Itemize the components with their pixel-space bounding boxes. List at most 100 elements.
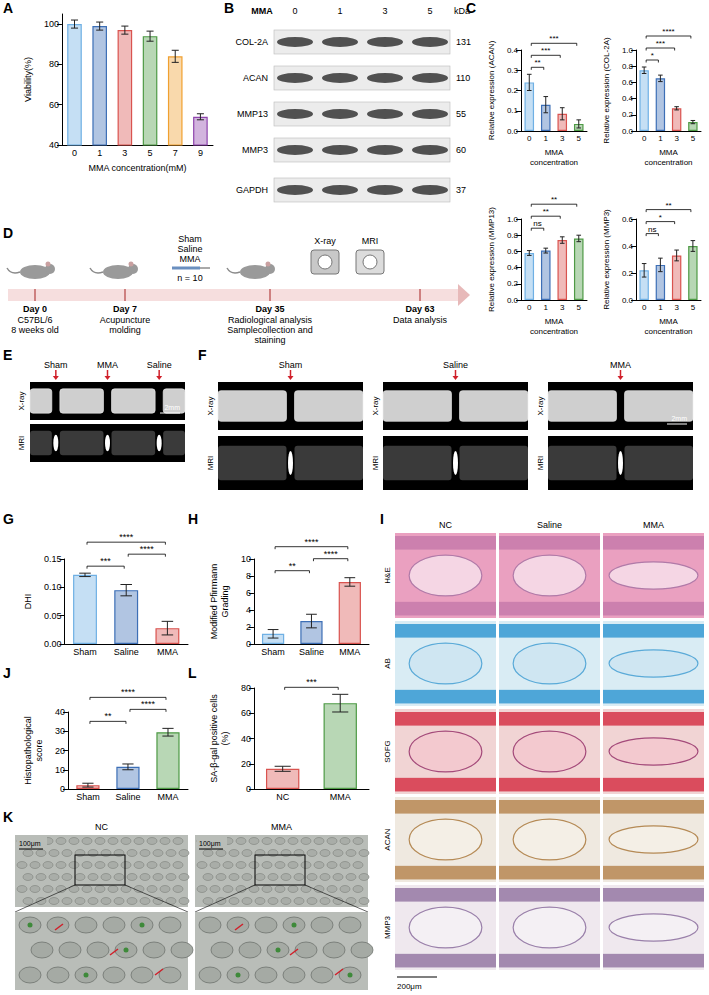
svg-text:40: 40 (49, 140, 59, 150)
svg-text:0.6: 0.6 (507, 247, 519, 256)
svg-text:Relative expression (ACAN): Relative expression (ACAN) (487, 40, 496, 140)
svg-text:2mm: 2mm (671, 415, 687, 422)
svg-text:110: 110 (456, 73, 470, 83)
svg-text:NC: NC (276, 792, 289, 802)
svg-text:5: 5 (577, 303, 582, 312)
svg-text:9: 9 (198, 148, 203, 158)
svg-text:Data analysis: Data analysis (393, 315, 448, 325)
svg-text:molding: molding (109, 325, 141, 335)
svg-text:(%): (%) (220, 732, 230, 746)
svg-text:MMA: MMA (545, 317, 564, 326)
svg-text:ACAN: ACAN (383, 828, 392, 850)
svg-text:****: **** (304, 537, 319, 547)
svg-text:0: 0 (60, 784, 65, 794)
svg-text:***: *** (656, 39, 665, 48)
svg-text:MMA: MMA (97, 360, 118, 370)
svg-text:Relative expression (MMP13): Relative expression (MMP13) (487, 207, 496, 312)
svg-text:Samplecollection and: Samplecollection and (227, 325, 313, 335)
svg-text:**: ** (289, 561, 297, 571)
svg-text:MRI: MRI (536, 456, 545, 471)
svg-text:X-ray: X-ray (206, 396, 215, 415)
svg-text:0.2: 0.2 (622, 110, 634, 119)
svg-text:4: 4 (246, 605, 251, 615)
svg-text:A: A (3, 0, 13, 16)
svg-text:0.0: 0.0 (622, 127, 634, 136)
svg-text:0: 0 (246, 639, 251, 649)
svg-text:Sham: Sham (279, 360, 303, 370)
svg-text:0.0: 0.0 (622, 296, 634, 305)
svg-text:0.6: 0.6 (622, 78, 634, 87)
svg-text:ACAN: ACAN (243, 73, 268, 83)
svg-text:MMA: MMA (610, 360, 631, 370)
svg-text:D: D (3, 225, 13, 241)
svg-text:Day 0: Day 0 (23, 304, 47, 314)
svg-text:MMA: MMA (251, 6, 273, 16)
svg-text:1: 1 (97, 148, 102, 158)
svg-text:0.8: 0.8 (507, 231, 519, 240)
svg-text:0.05: 0.05 (44, 611, 62, 621)
svg-text:0.15: 0.15 (44, 554, 62, 564)
svg-text:3: 3 (560, 303, 565, 312)
svg-text:60: 60 (49, 100, 59, 110)
svg-text:0: 0 (246, 784, 251, 794)
svg-text:MRI: MRI (206, 456, 215, 471)
svg-text:MMP3: MMP3 (383, 915, 392, 939)
svg-text:Histopathological: Histopathological (23, 716, 33, 785)
svg-text:MRI: MRI (371, 456, 380, 471)
svg-text:0: 0 (642, 134, 647, 143)
svg-text:0.4: 0.4 (622, 94, 634, 103)
svg-text:8: 8 (246, 571, 251, 581)
svg-text:Viability(%): Viability(%) (23, 57, 33, 102)
svg-text:100μm: 100μm (199, 840, 221, 848)
svg-text:MMP13: MMP13 (237, 109, 268, 119)
svg-text:NC: NC (95, 822, 108, 832)
svg-text:0.2: 0.2 (507, 279, 519, 288)
svg-text:COL-2A: COL-2A (235, 37, 268, 47)
svg-text:****: **** (141, 699, 156, 709)
svg-text:C57BL/6: C57BL/6 (17, 315, 52, 325)
svg-text:score: score (34, 739, 44, 761)
svg-text:concentration: concentration (644, 158, 692, 167)
svg-text:**: ** (551, 195, 557, 204)
svg-text:MMA: MMA (659, 148, 678, 157)
svg-text:Sham: Sham (44, 360, 68, 370)
svg-text:Saline: Saline (177, 244, 202, 254)
svg-text:1: 1 (337, 6, 342, 16)
svg-text:MMA: MMA (180, 254, 201, 264)
svg-text:0.0: 0.0 (507, 127, 519, 136)
svg-text:***: *** (541, 46, 550, 55)
svg-text:3: 3 (560, 134, 565, 143)
svg-text:0.8: 0.8 (622, 62, 634, 71)
svg-text:****: **** (121, 687, 136, 697)
svg-text:MMA: MMA (545, 148, 564, 157)
svg-text:X-ray: X-ray (314, 236, 336, 246)
svg-text:DHI: DHI (23, 594, 33, 610)
svg-text:1: 1 (658, 303, 663, 312)
svg-text:Grading: Grading (220, 585, 230, 617)
svg-text:H&E: H&E (383, 567, 392, 583)
svg-text:Sham: Sham (261, 647, 285, 657)
svg-text:1: 1 (658, 134, 663, 143)
svg-text:100μm: 100μm (19, 840, 41, 848)
svg-text:concentration: concentration (644, 327, 692, 336)
svg-text:X-ray: X-ray (371, 396, 380, 415)
svg-text:****: **** (662, 27, 674, 36)
svg-text:0: 0 (642, 303, 647, 312)
svg-text:ns: ns (533, 219, 541, 228)
svg-text:5: 5 (427, 6, 432, 16)
svg-text:MMA: MMA (330, 792, 351, 802)
svg-text:3: 3 (674, 303, 679, 312)
svg-text:5: 5 (148, 148, 153, 158)
svg-text:X-ray: X-ray (536, 396, 545, 415)
svg-text:***: *** (306, 677, 317, 687)
svg-text:MMA: MMA (643, 520, 664, 530)
svg-text:3: 3 (122, 148, 127, 158)
svg-text:concentration: concentration (530, 158, 578, 167)
svg-text:1: 1 (544, 134, 549, 143)
svg-text:1: 1 (544, 303, 549, 312)
svg-text:3: 3 (382, 6, 387, 16)
svg-text:80: 80 (49, 59, 59, 69)
svg-text:concentration: concentration (530, 327, 578, 336)
svg-text:G: G (3, 511, 14, 527)
svg-text:0.0: 0.0 (507, 296, 519, 305)
